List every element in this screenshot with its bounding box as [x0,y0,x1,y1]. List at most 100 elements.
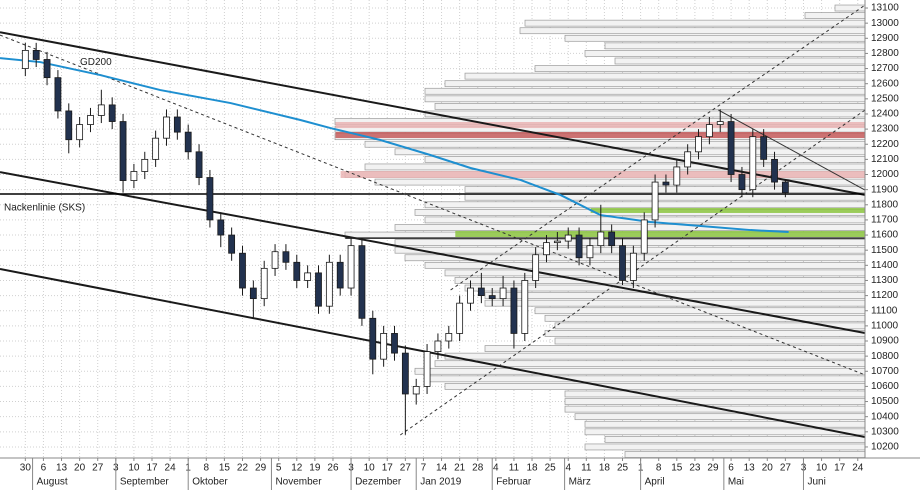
x-tick-label: 28 [472,463,484,474]
y-tick-label: 10600 [871,381,899,392]
volume-profile-bar [584,443,865,451]
x-tick-label: 8 [204,463,210,474]
month-label: September [120,477,170,488]
volume-profile-bar [444,80,865,88]
y-tick-label: 12100 [871,154,899,165]
candle-body [228,234,236,254]
volume-profile-bar [564,398,865,405]
x-tick-label: 27 [92,463,104,474]
candle-body [282,251,290,263]
y-tick-label: 11600 [871,230,899,241]
line-label: Nackenlinie (SKS) [4,203,85,214]
candle-body [76,124,84,141]
x-tick-label: 25 [617,463,629,474]
candle-body [716,121,724,125]
volume-profile-bar [424,95,865,103]
candle-body [423,351,431,387]
candle-body [662,181,670,186]
y-tick-label: 10300 [871,426,899,437]
trend-line [0,171,865,334]
x-tick-label: 5 [276,463,282,474]
volume-profile-bar [564,34,865,42]
x-tick-label: 20 [762,463,774,474]
candle-body [738,174,746,191]
candle-body [705,124,713,138]
x-tick-label: 4 [565,463,571,474]
candle-body [684,151,692,168]
volume-profile-bar [464,72,865,80]
volume-profile-bar [584,50,865,57]
candle-body [391,333,398,354]
candle-body [152,137,160,160]
y-tick-label: 11900 [871,184,899,195]
x-tick-label: 29 [707,463,719,474]
x-tick-label: 13 [744,463,756,474]
x-tick-label: 27 [780,463,792,474]
y-tick-label: 10700 [871,366,899,377]
y-tick-label: 12800 [871,48,899,59]
x-tick-label: 13 [56,463,68,474]
candle-body [141,158,149,172]
x-tick-label: 17 [146,463,158,474]
y-tick-label: 13100 [871,3,899,14]
candle-body [488,295,496,300]
month-label: November [275,477,322,488]
volume-profile-bar [364,140,865,148]
x-tick-label: 11 [581,463,592,474]
y-tick-label: 12600 [871,78,899,89]
volume-profile-bar [564,390,865,398]
candle-body [173,116,181,133]
x-tick-label: 8 [656,463,662,474]
price-zone [335,131,865,139]
candle-body [108,104,116,122]
candle-body [206,177,214,221]
candle-body [619,245,626,281]
month-label: April [645,477,665,488]
volume-profile-bar [574,413,865,421]
y-tick-label: 12900 [871,33,899,44]
candle-body [293,261,301,281]
candle-body [564,234,572,242]
month-label: Februar [496,477,532,488]
x-tick-label: 24 [165,463,177,474]
candle-body [640,219,648,254]
candle-body [771,158,778,183]
x-tick-label: 20 [74,463,86,474]
volume-profile-bar [394,224,865,231]
y-tick-label: 12500 [871,93,899,104]
x-tick-label: 10 [128,463,140,474]
volume-profile-bar [484,299,865,307]
trend-line [0,267,865,438]
x-tick-label: 4 [493,463,499,474]
x-tick-label: 18 [599,463,611,474]
candle-body [336,261,344,289]
y-tick-label: 12700 [871,63,899,74]
candle-body [97,104,105,116]
volume-profile-bar [524,19,865,27]
x-tick-label: 23 [689,463,701,474]
volume-profile-bar [464,284,865,292]
candle-body [467,287,474,304]
y-tick-label: 12000 [871,169,899,180]
volume-profile-bar [534,307,865,315]
volume-profile-bar [454,277,865,284]
y-tick-label: 12200 [871,139,899,150]
y-tick-label: 13000 [871,18,899,29]
y-tick-label: 11400 [871,260,899,271]
price-zone [590,207,865,213]
x-tick-label: 21 [454,463,466,474]
volume-profile-bar [394,148,865,156]
x-tick-label: 12 [291,463,303,474]
x-tick-label: 17 [834,463,846,474]
trend-line [0,31,865,196]
x-tick-label: 24 [852,463,864,474]
y-tick-label: 11300 [871,275,899,286]
volume-profile-bar [484,345,865,352]
y-tick-label: 12400 [871,109,899,120]
volume-profile-bar [424,110,865,118]
candle-body [456,302,464,334]
volume-profile-bar [444,383,865,390]
price-zone [340,171,865,178]
y-tick-label: 10400 [871,411,899,422]
